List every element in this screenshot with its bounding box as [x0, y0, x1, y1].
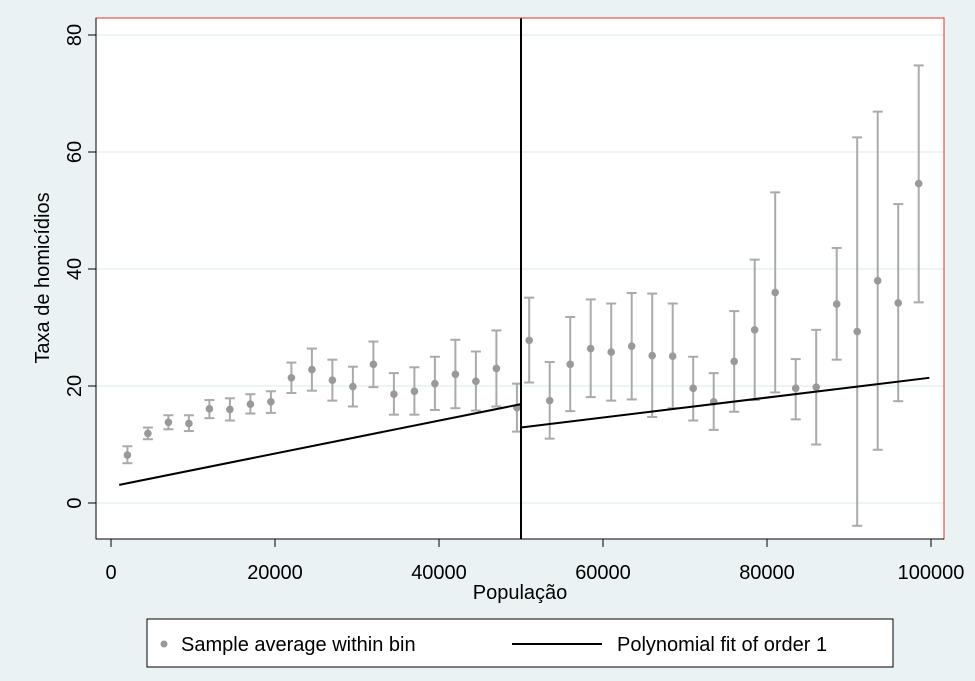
data-point [914, 179, 923, 188]
fit-lines [119, 376, 930, 486]
data-point [607, 348, 615, 356]
data-point [730, 357, 738, 366]
data-point [525, 336, 533, 345]
legend-label-fit: Polynomial fit of order 1 [617, 634, 827, 656]
data-point [750, 326, 759, 334]
y-tick-label: 40 [64, 258, 86, 280]
data-point [812, 383, 820, 391]
data-point [451, 370, 460, 379]
fit-line-segment [520, 376, 930, 429]
x-tick-label: 60000 [575, 562, 631, 584]
data-point [287, 374, 296, 382]
y-axis-title: Taxa de homicídios [32, 192, 54, 363]
data-point [349, 382, 357, 391]
data-point [308, 365, 316, 374]
data-point [164, 418, 173, 427]
data-point [144, 429, 152, 438]
x-tick-label: 40000 [411, 562, 467, 584]
data-points [123, 179, 923, 459]
data-point [369, 360, 378, 369]
y-tick-label: 60 [64, 141, 86, 163]
y-tick-label: 20 [64, 375, 86, 397]
data-point [873, 276, 882, 285]
fit-line-segment [119, 403, 522, 486]
legend-marker-points [160, 640, 168, 648]
data-point [328, 376, 337, 384]
data-point [472, 377, 480, 386]
legend-box [146, 618, 894, 668]
data-point [431, 379, 439, 388]
x-tick-label: 20000 [247, 562, 303, 584]
data-point [689, 384, 697, 393]
x-axis-title: População [473, 582, 568, 604]
x-tick-label: 0 [105, 562, 116, 584]
data-point [566, 360, 574, 369]
data-point [246, 400, 255, 408]
data-point [226, 405, 234, 414]
data-point [771, 288, 779, 297]
data-point [832, 300, 841, 308]
data-point [627, 342, 636, 351]
data-point [545, 396, 554, 405]
data-point [894, 299, 902, 307]
data-point [668, 352, 677, 360]
data-point [586, 344, 595, 353]
data-point [410, 387, 419, 396]
y-tick-label: 80 [64, 24, 86, 46]
data-point [205, 405, 214, 413]
data-point [492, 364, 501, 373]
legend: Sample average within bin Polynomial fit… [146, 618, 894, 668]
data-point [185, 419, 193, 428]
data-point [853, 327, 861, 336]
data-point [791, 384, 800, 393]
y-tick-label: 0 [64, 497, 86, 508]
data-point [267, 397, 275, 406]
data-point [390, 390, 398, 398]
x-tick-label: 100000 [898, 562, 965, 584]
legend-label-points: Sample average within bin [181, 634, 416, 656]
data-point [123, 451, 132, 459]
data-point [648, 351, 656, 360]
x-tick-label: 80000 [739, 562, 795, 584]
axes: 0 20 40 60 80 0 20000 40000 60000 80000 100000 [64, 18, 964, 584]
